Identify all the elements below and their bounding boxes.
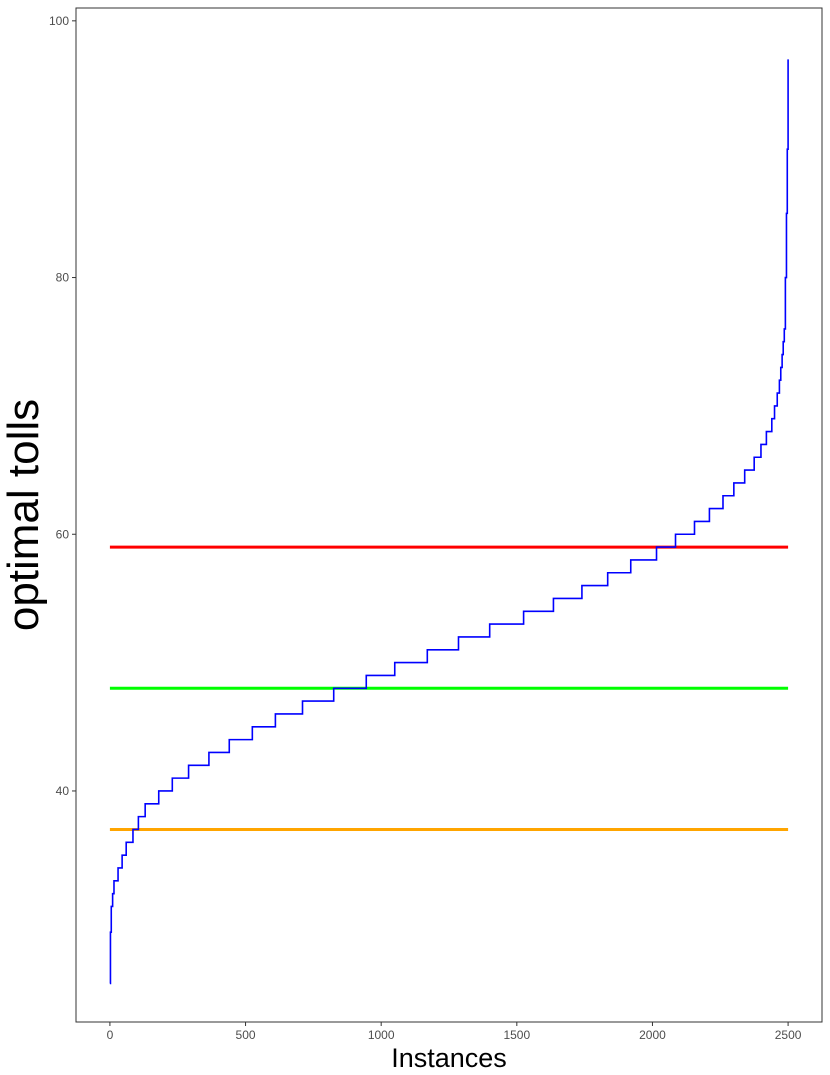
y-axis-ticks: 40 60 80 100 [49,14,76,798]
x-axis-ticks: 0 500 1000 1500 2000 2500 [107,1022,802,1042]
y-tick-label: 40 [56,784,70,798]
y-axis-title: optimal tolls [0,399,48,631]
x-tick-label: 500 [236,1028,256,1042]
x-tick-label: 1500 [503,1028,530,1042]
series-line-0 [109,59,789,985]
x-axis-title: Instances [391,1043,507,1073]
y-tick-label: 100 [49,14,69,28]
x-tick-label: 1000 [368,1028,395,1042]
x-tick-label: 2000 [639,1028,666,1042]
y-tick-label: 60 [56,527,70,541]
series-layer [109,59,789,985]
x-tick-label: 0 [107,1028,114,1042]
y-tick-label: 80 [56,271,70,285]
plot-panel-border [75,7,823,1023]
x-tick-label: 2500 [775,1028,802,1042]
